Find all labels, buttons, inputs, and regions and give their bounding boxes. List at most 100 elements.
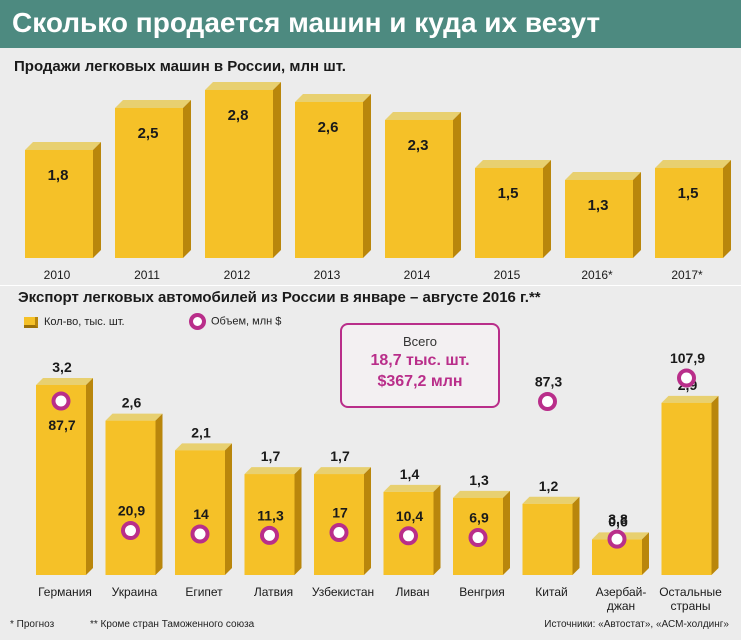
export-volume-label-8: 3,8 — [608, 511, 628, 527]
export-volume-label-9: 107,9 — [670, 350, 705, 366]
export-bar-3-side — [294, 467, 302, 575]
sales-bar-2 — [205, 82, 281, 258]
sales-bar-1-top — [115, 100, 191, 108]
export-bar-7-front — [522, 503, 573, 575]
export-volume-marker-1 — [121, 521, 140, 541]
export-bar-9-front — [661, 402, 712, 575]
sales-bar-3-front — [295, 102, 363, 258]
sales-value-label-5: 1,5 — [498, 185, 519, 202]
sales-year-label-0: 2010 — [44, 268, 71, 282]
footnote-customs: ** Кроме стран Таможенного союза — [90, 619, 255, 630]
sales-year-label-2: 2012 — [224, 268, 251, 282]
export-bar-4-top — [314, 467, 371, 475]
export-qty-label-7: 1,2 — [539, 478, 559, 494]
sales-bar-6-side — [633, 172, 641, 258]
sales-bar-1-side — [183, 100, 191, 258]
total-quantity: 18,7 тыс. шт. — [370, 352, 470, 369]
footnote-forecast: * Прогноз — [10, 619, 55, 630]
export-bar-3 — [244, 467, 302, 575]
export-volume-label-6: 6,9 — [469, 510, 489, 526]
export-volume-label-4: 17 — [332, 505, 348, 521]
export-volume-label-3: 11,3 — [257, 507, 284, 523]
export-bar-5-top — [383, 484, 441, 492]
export-qty-label-8: 0,6 — [608, 513, 628, 529]
export-bar-0-top — [36, 378, 93, 385]
export-volume-label-7: 87,3 — [535, 374, 562, 390]
sales-bar-4-front — [385, 120, 453, 258]
export-qty-label-4: 1,7 — [330, 448, 350, 464]
export-country-label-0: Германия — [38, 585, 92, 599]
sales-bar-6-front — [565, 180, 633, 258]
legend-quantity: Кол-во, тыс. шт. — [24, 316, 125, 328]
export-bar-1 — [105, 413, 163, 575]
export-qty-label-3: 1,7 — [261, 448, 281, 464]
sales-chart-title: Продажи легковых машин в России, млн шт. — [14, 58, 346, 75]
sales-bar-4-side — [453, 112, 461, 258]
export-country-label-9-line-0: Остальные — [659, 585, 722, 599]
sales-value-label-7: 1,5 — [678, 185, 699, 202]
sales-bar-5 — [475, 160, 551, 258]
sales-bar-6-top — [565, 172, 641, 180]
export-bar-4 — [314, 467, 371, 575]
sales-value-label-6: 1,3 — [588, 197, 609, 214]
export-volume-marker-9 — [677, 368, 696, 388]
export-volume-marker-5 — [399, 526, 418, 546]
sales-bar-5-side — [543, 160, 551, 258]
export-country-label-9-line-1: страны — [670, 599, 710, 613]
export-bar-9 — [661, 395, 719, 575]
export-bar-0 — [36, 378, 93, 575]
export-volume-label-2: 14 — [193, 506, 209, 522]
sales-bar-3-top — [295, 94, 371, 102]
sales-value-label-0: 1,8 — [48, 167, 69, 184]
export-qty-label-0: 3,2 — [52, 359, 72, 375]
sales-value-label-3: 2,6 — [318, 119, 339, 136]
sales-bar-5-top — [475, 160, 551, 168]
export-bar-5-side — [433, 484, 441, 575]
export-country-label-5: Ливан — [395, 585, 429, 599]
sales-year-label-5: 2015 — [494, 268, 521, 282]
sales-bar-3 — [295, 94, 371, 258]
sales-bar-7-top — [655, 160, 731, 168]
export-country-label-1: Украина — [112, 585, 158, 599]
sales-value-label-1: 2,5 — [138, 125, 159, 142]
sales-bar-2-top — [205, 82, 281, 90]
sales-year-label-1: 2011 — [134, 268, 160, 282]
export-volume-marker-6 — [468, 528, 488, 548]
sales-bar-3-side — [363, 94, 371, 258]
export-country-label-4: Узбекистан — [312, 585, 374, 599]
export-qty-label-5: 1,4 — [400, 466, 420, 482]
total-box: Всего 18,7 тыс. шт. $367,2 млн — [340, 323, 500, 408]
export-qty-label-6: 1,3 — [469, 472, 489, 488]
sales-year-label-3: 2013 — [314, 268, 341, 282]
sales-year-label-7: 2017* — [671, 268, 703, 282]
total-label: Всего — [402, 334, 438, 349]
export-bar-0-front — [36, 385, 86, 575]
legend-bar-swatch-icon — [24, 316, 38, 328]
export-bar-1-front — [105, 420, 156, 575]
export-bar-2-side — [225, 443, 232, 575]
export-bar-9-side — [711, 395, 719, 575]
sales-bar-7-front — [655, 168, 723, 258]
export-volume-marker-3 — [260, 525, 279, 545]
export-volume-label-5: 10,4 — [396, 508, 423, 524]
export-bar-9-top — [661, 395, 719, 403]
sales-bar-4-top — [385, 112, 461, 120]
export-volume-marker-2 — [190, 524, 210, 544]
export-bar-7-top — [522, 496, 580, 504]
sales-bar-6 — [565, 172, 641, 258]
footnote-sources: Источники: «Автостат», «АСМ-холдинг» — [544, 619, 729, 630]
export-volume-marker-4 — [329, 523, 349, 542]
export-bar-1-side — [155, 413, 163, 575]
sales-bar-1-front — [115, 108, 183, 258]
sales-bar-2-side — [273, 82, 281, 258]
export-volume-marker-0 — [51, 391, 71, 411]
export-country-label-2: Египет — [185, 585, 223, 599]
export-qty-label-1: 2,6 — [122, 395, 142, 411]
sales-bar-7-side — [723, 160, 731, 258]
export-volume-marker-8 — [607, 529, 627, 549]
legend-volume-label: Объем, млн $ — [211, 315, 282, 328]
sales-bar-0 — [25, 142, 101, 258]
sales-bar-2-front — [205, 90, 273, 258]
sales-bar-0-top — [25, 142, 101, 150]
export-qty-label-2: 2,1 — [191, 424, 211, 440]
